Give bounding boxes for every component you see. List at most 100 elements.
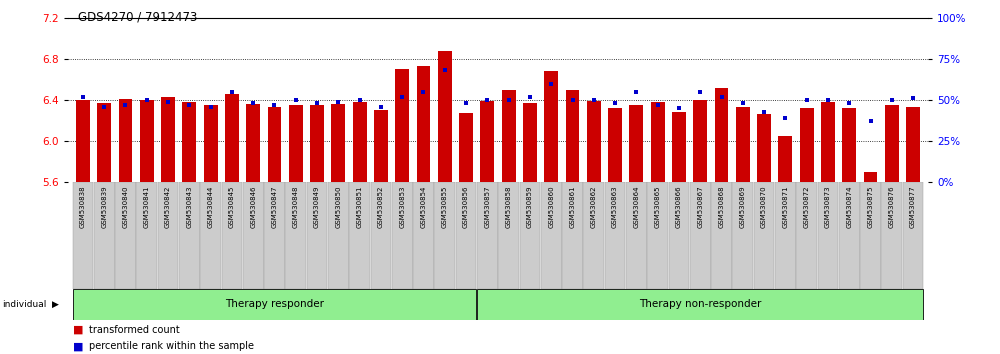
Bar <box>775 182 796 289</box>
Bar <box>115 182 136 289</box>
Text: individual: individual <box>2 300 46 309</box>
Bar <box>566 90 579 182</box>
Bar <box>392 182 413 289</box>
Text: GSM530866: GSM530866 <box>676 185 682 228</box>
Bar <box>417 66 430 182</box>
Text: GSM530869: GSM530869 <box>740 185 746 228</box>
Bar <box>502 90 516 182</box>
Bar <box>307 182 327 289</box>
Bar <box>520 182 540 289</box>
Text: GSM530858: GSM530858 <box>506 185 512 228</box>
Bar <box>459 113 473 182</box>
Bar <box>73 289 476 320</box>
Bar <box>438 51 452 182</box>
Bar <box>647 182 668 289</box>
Bar <box>477 289 923 320</box>
Bar <box>587 101 601 182</box>
Text: Therapy responder: Therapy responder <box>225 299 324 309</box>
Text: GSM530874: GSM530874 <box>846 185 852 228</box>
Bar <box>222 182 242 289</box>
Text: percentile rank within the sample: percentile rank within the sample <box>89 341 254 351</box>
Bar <box>94 182 115 289</box>
Bar <box>903 182 923 289</box>
Bar <box>651 102 665 182</box>
Text: GSM530847: GSM530847 <box>271 185 277 228</box>
Bar <box>413 182 434 289</box>
Text: ■: ■ <box>73 325 84 335</box>
Bar <box>225 94 239 182</box>
Bar <box>885 105 899 182</box>
Bar <box>818 182 838 289</box>
Text: ■: ■ <box>73 341 84 351</box>
Text: GSM530849: GSM530849 <box>314 185 320 228</box>
Bar <box>310 105 324 182</box>
Bar <box>204 105 218 182</box>
Bar <box>331 104 345 182</box>
Text: GSM530876: GSM530876 <box>889 185 895 228</box>
Bar <box>264 182 285 289</box>
Bar <box>608 108 622 182</box>
Bar <box>732 182 753 289</box>
Bar <box>477 182 498 289</box>
Text: ▶: ▶ <box>52 300 59 309</box>
Text: GSM530865: GSM530865 <box>655 185 661 228</box>
Bar <box>672 112 686 182</box>
Bar <box>158 182 178 289</box>
Bar <box>583 182 604 289</box>
Bar <box>800 108 814 182</box>
Bar <box>73 182 93 289</box>
Bar <box>669 182 689 289</box>
Bar <box>498 182 519 289</box>
Bar <box>289 105 303 182</box>
Text: GSM530867: GSM530867 <box>697 185 703 228</box>
Text: GSM530863: GSM530863 <box>612 185 618 228</box>
Bar <box>434 182 455 289</box>
Bar <box>200 182 221 289</box>
Bar <box>349 182 370 289</box>
Bar <box>796 182 817 289</box>
Text: GSM530859: GSM530859 <box>527 185 533 228</box>
Text: GSM530875: GSM530875 <box>868 185 874 228</box>
Bar <box>161 97 175 182</box>
Text: GSM530872: GSM530872 <box>804 185 810 228</box>
Text: GSM530873: GSM530873 <box>825 185 831 228</box>
Bar <box>246 104 260 182</box>
Bar <box>328 182 349 289</box>
Bar <box>690 182 711 289</box>
Bar <box>778 136 792 182</box>
Text: GSM530854: GSM530854 <box>420 185 426 228</box>
Text: GSM530838: GSM530838 <box>80 185 86 228</box>
Bar <box>864 172 877 182</box>
Bar <box>136 182 157 289</box>
Bar <box>371 182 391 289</box>
Bar <box>736 107 750 182</box>
Bar <box>544 71 558 182</box>
Text: GSM530848: GSM530848 <box>293 185 299 228</box>
Text: GSM530871: GSM530871 <box>782 185 788 228</box>
Bar <box>693 100 707 182</box>
Bar <box>395 69 409 182</box>
Bar <box>860 182 881 289</box>
Text: GSM530843: GSM530843 <box>186 185 192 228</box>
Text: transformed count: transformed count <box>89 325 180 335</box>
Bar <box>374 110 388 182</box>
Text: GSM530868: GSM530868 <box>719 185 725 228</box>
Bar <box>881 182 902 289</box>
Bar <box>523 103 537 182</box>
Text: GSM530855: GSM530855 <box>442 185 448 228</box>
Bar <box>480 101 494 182</box>
Text: GSM530861: GSM530861 <box>570 185 576 228</box>
Bar <box>541 182 562 289</box>
Bar <box>754 182 774 289</box>
Bar <box>243 182 264 289</box>
Bar <box>842 108 856 182</box>
Text: GSM530853: GSM530853 <box>399 185 405 228</box>
Bar <box>119 99 132 182</box>
Text: GSM530851: GSM530851 <box>357 185 363 228</box>
Text: GSM530862: GSM530862 <box>591 185 597 228</box>
Text: GSM530842: GSM530842 <box>165 185 171 228</box>
Text: GSM530864: GSM530864 <box>633 185 639 228</box>
Bar <box>715 88 728 182</box>
Text: GSM530844: GSM530844 <box>208 185 214 228</box>
Text: GSM530857: GSM530857 <box>484 185 490 228</box>
